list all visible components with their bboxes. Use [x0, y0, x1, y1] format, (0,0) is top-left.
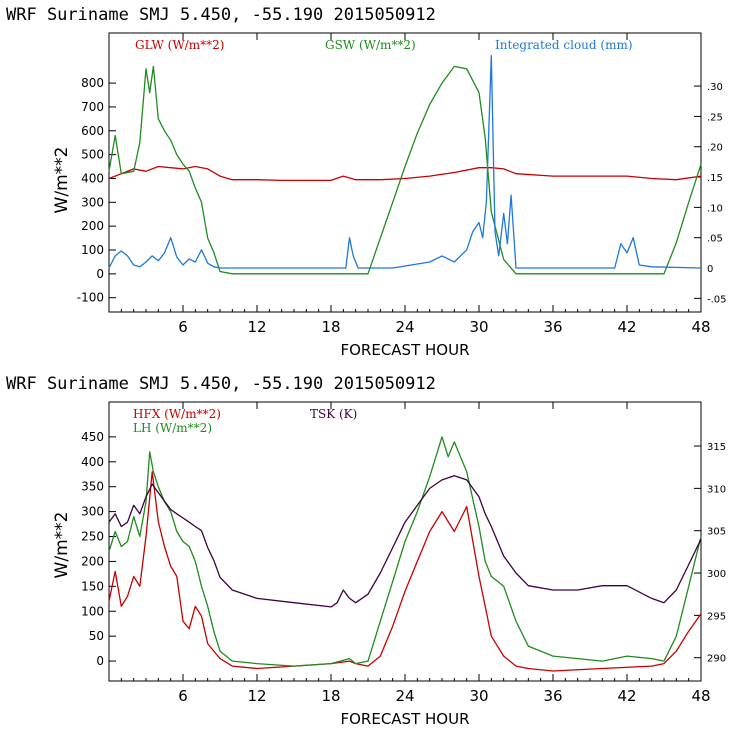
x-tick-label: 24 — [395, 687, 414, 705]
y-tick-label: 200 — [81, 219, 104, 233]
bottom-y-axis-label: W/m**2 — [52, 512, 72, 579]
y-tick-label: 350 — [81, 480, 104, 494]
series-line-0 — [108, 471, 702, 672]
y-tick-label: 450 — [81, 430, 104, 444]
top-x-axis: 6 12 18 24 30 36 42 48 — [120, 33, 711, 336]
bottom-chart: WRF Suriname SMJ 5.450, -55.190 20150509… — [6, 374, 726, 728]
y2-tick-label: 305 — [707, 527, 726, 538]
top-chart-title: WRF Suriname SMJ 5.450, -55.190 20150509… — [6, 5, 436, 25]
top-y2-axis: -.05 0 .05 .10 .15 .20 .25 .30 — [694, 82, 727, 305]
y-tick-label: 600 — [81, 124, 104, 138]
y2-tick-label: .05 — [707, 234, 723, 245]
bottom-x-axis: 6 12 18 24 30 36 42 48 — [120, 402, 711, 705]
bottom-series-group — [108, 436, 702, 672]
series-line-1 — [108, 65, 702, 275]
x-tick-label: 6 — [178, 687, 188, 705]
x-tick-label: 18 — [321, 318, 340, 336]
top-y-axis-label: W/m**2 — [52, 147, 72, 214]
y2-tick-label: 300 — [707, 569, 726, 580]
top-legend-cloud: Integrated cloud (mm) — [495, 38, 633, 52]
y2-tick-label: 0 — [707, 264, 713, 275]
bottom-x-axis-label: FORECAST HOUR — [340, 710, 469, 728]
y-tick-label: 300 — [81, 195, 104, 209]
y2-tick-label: -.05 — [707, 294, 727, 305]
x-tick-label: 24 — [395, 318, 414, 336]
x-tick-label: 48 — [691, 318, 710, 336]
top-legend-glw: GLW (W/m**2) — [135, 38, 224, 52]
x-tick-label: 12 — [247, 687, 266, 705]
y-tick-label: 100 — [81, 604, 104, 618]
x-tick-label: 18 — [321, 687, 340, 705]
y-tick-label: 400 — [81, 171, 104, 185]
y2-tick-label: .10 — [707, 203, 723, 214]
x-tick-label: 6 — [178, 318, 188, 336]
series-line-2 — [108, 475, 702, 608]
y2-tick-label: .30 — [707, 82, 723, 93]
series-line-0 — [108, 165, 702, 182]
x-tick-label: 42 — [617, 687, 636, 705]
x-tick-label: 36 — [543, 687, 562, 705]
bottom-chart-title: WRF Suriname SMJ 5.450, -55.190 20150509… — [6, 374, 436, 394]
series-line-1 — [108, 436, 702, 667]
x-tick-label: 30 — [469, 687, 488, 705]
y-tick-label: 50 — [89, 629, 104, 643]
x-tick-label: 42 — [617, 318, 636, 336]
y2-tick-label: 295 — [707, 611, 726, 622]
bottom-legend-lh: LH (W/m**2) — [133, 421, 212, 435]
bottom-y2-axis: 290 295 300 305 310 315 — [694, 442, 726, 665]
y2-tick-label: .25 — [707, 112, 723, 123]
y-tick-label: 800 — [81, 76, 104, 90]
top-legend-gsw: GSW (W/m**2) — [325, 38, 416, 52]
y-tick-label: 150 — [81, 579, 104, 593]
x-tick-label: 48 — [691, 687, 710, 705]
y-tick-label: -100 — [77, 291, 104, 305]
y-tick-label: 400 — [81, 455, 104, 469]
top-series-group — [108, 55, 702, 275]
top-plot-frame — [108, 32, 702, 313]
top-x-axis-label: FORECAST HOUR — [340, 341, 469, 359]
bottom-legend-tsk: TSK (K) — [310, 407, 357, 421]
top-y-axis: -100 0 100 200 300 400 500 600 700 800 — [77, 76, 116, 305]
y-tick-label: 700 — [81, 100, 104, 114]
y2-tick-label: .15 — [707, 173, 723, 184]
y2-tick-label: .20 — [707, 143, 723, 154]
x-tick-label: 36 — [543, 318, 562, 336]
top-chart: WRF Suriname SMJ 5.450, -55.190 20150509… — [6, 5, 727, 359]
y-tick-label: 300 — [81, 505, 104, 519]
y2-tick-label: 290 — [707, 654, 726, 665]
y-tick-label: 200 — [81, 554, 104, 568]
series-line-2 — [108, 55, 702, 269]
y-tick-label: 500 — [81, 148, 104, 162]
x-tick-label: 30 — [469, 318, 488, 336]
bottom-y-axis: 0 50 100 150 200 250 300 350 400 450 — [81, 430, 116, 668]
y2-tick-label: 310 — [707, 484, 726, 495]
bottom-legend-hfx: HFX (W/m**2) — [133, 407, 221, 421]
y2-tick-label: 315 — [707, 442, 726, 453]
x-tick-label: 12 — [247, 318, 266, 336]
y-tick-label: 100 — [81, 243, 104, 257]
y-tick-label: 0 — [96, 654, 104, 668]
y-tick-label: 0 — [96, 267, 104, 281]
y-tick-label: 250 — [81, 530, 104, 544]
